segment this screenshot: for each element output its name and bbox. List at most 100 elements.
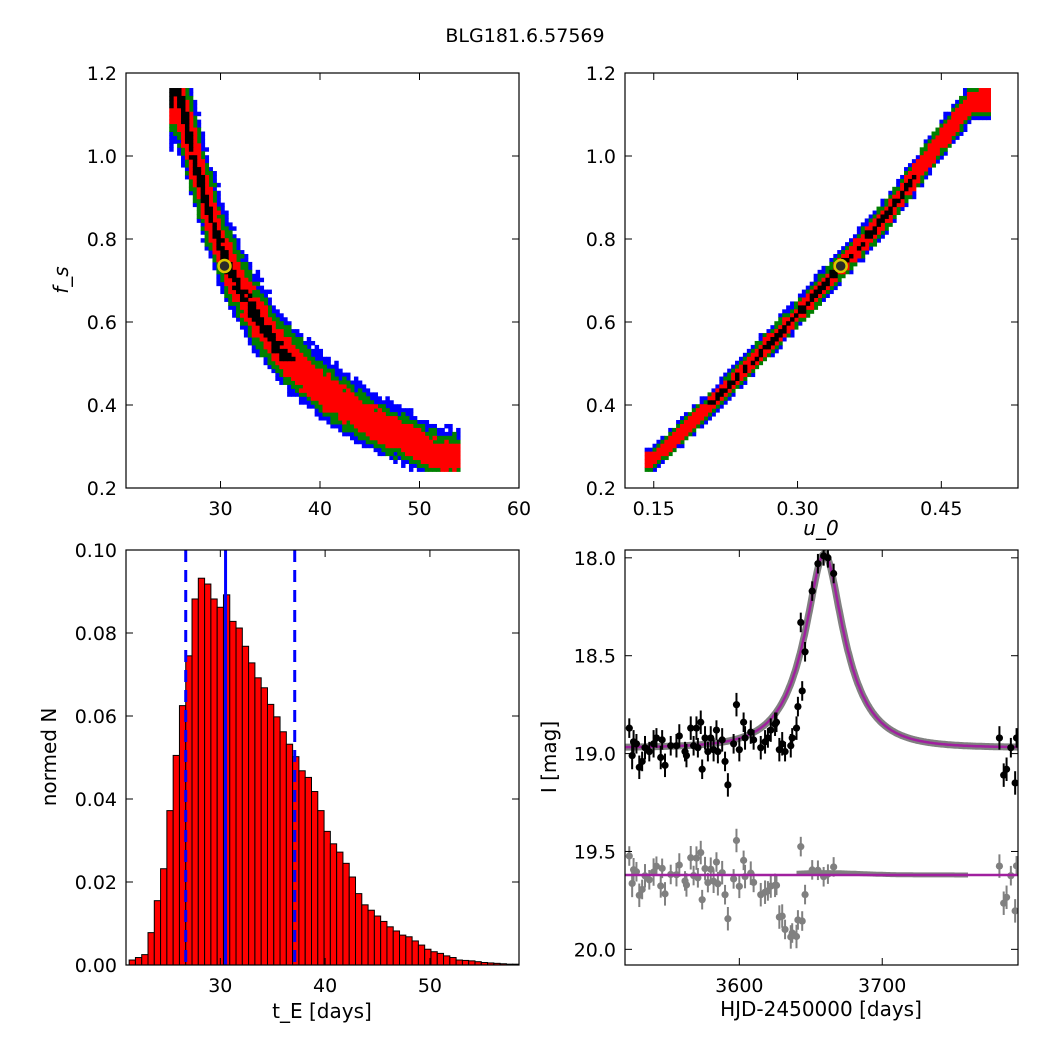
cl-cell-red: [318, 376, 323, 381]
cl-cell-red: [927, 163, 933, 168]
cl-cell-red: [377, 439, 382, 445]
cl-cell-black: [801, 309, 807, 314]
cl-cell-blue: [283, 317, 288, 322]
cl-cell-red: [444, 439, 449, 445]
cl-cell-green: [255, 337, 261, 342]
plot-area: [128, 550, 519, 965]
cl-cell-red: [648, 459, 654, 464]
cl-cell-black: [797, 305, 803, 310]
cl-cell-red: [385, 439, 390, 445]
cl-cell-red: [408, 451, 414, 457]
cl-cell-green: [243, 261, 249, 267]
cl-cell-red: [287, 348, 292, 354]
cl-cell-blue: [239, 250, 245, 255]
cl-cell-red: [294, 364, 300, 370]
cl-cell-red: [346, 400, 351, 405]
cl-cell-blue: [389, 400, 394, 405]
cl-cell-red: [228, 246, 233, 251]
cl-cell-red: [888, 198, 893, 204]
cl-cell-blue: [813, 277, 819, 283]
cl-cell-red: [232, 297, 237, 302]
cl-cell-black: [742, 364, 748, 370]
residual-point: [750, 878, 758, 887]
cl-cell-blue: [287, 321, 292, 326]
cl-cell-blue: [927, 171, 933, 176]
cl-cell-red: [373, 416, 379, 421]
cl-cell-black: [860, 242, 866, 247]
cl-cell-blue: [440, 427, 445, 433]
cl-cell-green: [735, 364, 740, 370]
cl-cell-red: [974, 95, 980, 101]
cl-cell-red: [318, 396, 323, 401]
cl-cell-green: [389, 447, 394, 453]
cl-cell-green: [220, 277, 225, 283]
cl-cell-blue: [361, 439, 367, 445]
cl-cell-red: [412, 439, 418, 445]
cl-cell-red: [432, 463, 437, 468]
cl-cell-green: [342, 423, 347, 429]
cl-cell-red: [723, 392, 728, 397]
cl-cell-red: [424, 439, 430, 445]
cl-cell-black: [829, 269, 834, 275]
cl-cell-black: [204, 210, 210, 215]
cl-cell-green: [377, 443, 382, 449]
cl-cell-red: [279, 333, 284, 338]
residual-point: [707, 865, 715, 873]
cl-cell-red: [224, 277, 229, 283]
cl-cell-green: [322, 412, 327, 417]
cl-cell-blue: [188, 190, 194, 196]
cl-cell-red: [408, 423, 414, 429]
cl-cell-red: [424, 435, 430, 441]
hist-bar: [172, 754, 180, 965]
cl-cell-green: [188, 99, 194, 105]
cl-cell-red: [440, 459, 445, 464]
cl-cell-blue: [876, 238, 881, 243]
cl-cell-red: [192, 182, 198, 188]
data-point: [649, 740, 658, 748]
cl-cell-blue: [833, 285, 838, 291]
cl-cell-green: [947, 115, 952, 121]
cl-cell-green: [432, 439, 437, 445]
cl-cell-red: [436, 455, 441, 461]
cl-cell-green: [377, 404, 382, 409]
cl-cell-red: [346, 412, 351, 417]
cl-cell-blue: [255, 352, 261, 358]
data-point: [694, 744, 702, 752]
cl-cell-green: [334, 412, 339, 417]
cl-cell-blue: [790, 333, 795, 338]
cl-cell-green: [267, 352, 272, 358]
cl-cell-red: [208, 234, 213, 239]
cl-cell-blue: [884, 230, 889, 235]
cl-cell-red: [746, 368, 752, 374]
cl-cell-green: [680, 420, 685, 425]
cl-cell-blue: [381, 451, 386, 457]
cl-cell-blue: [184, 174, 190, 180]
y-tick-label: 0.8: [87, 229, 117, 251]
cl-cell-red: [416, 447, 422, 453]
cl-cell-red: [255, 329, 261, 334]
cl-cell-red: [287, 337, 292, 342]
cl-cell-red: [416, 427, 422, 433]
cl-cell-red: [196, 143, 202, 148]
cl-cell-blue: [216, 202, 221, 208]
cl-cell-black: [196, 174, 202, 180]
cl-cell-green: [825, 289, 830, 295]
cl-cell-black: [833, 273, 838, 279]
cl-cell-blue: [837, 250, 842, 255]
cl-cell-green: [196, 139, 202, 144]
hist-bar: [367, 909, 375, 965]
cl-cell-blue: [742, 352, 748, 358]
cl-cell-red: [302, 388, 308, 393]
cl-cell-red: [385, 416, 390, 421]
data-point: [824, 554, 832, 562]
cl-cell-black: [813, 289, 819, 295]
cl-cell-green: [224, 285, 229, 291]
cl-cell-blue: [306, 400, 312, 405]
cl-cell-red: [192, 135, 198, 140]
cl-cell-green: [385, 412, 390, 417]
cl-cell-red: [259, 313, 265, 318]
cl-cell-blue: [220, 289, 225, 295]
cl-cell-black: [876, 222, 881, 227]
cl-cell-blue: [401, 463, 406, 468]
hist-bar: [405, 936, 413, 965]
